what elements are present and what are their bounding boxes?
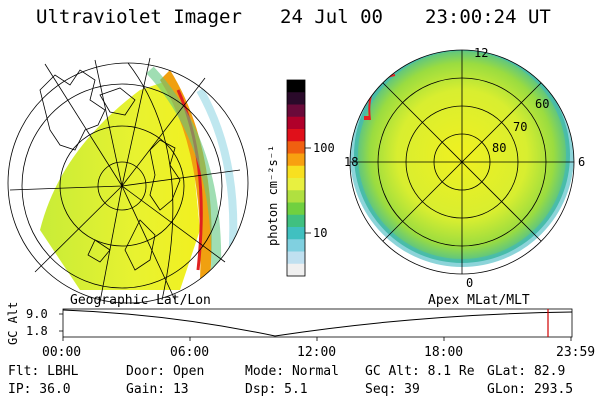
colorbar-segment [287, 202, 305, 216]
info-mode: Mode: Normal [245, 364, 339, 379]
colorbar-segment [287, 227, 305, 240]
mlt-label-18: 18 [344, 155, 359, 169]
instrument-title: Ultraviolet Imager [36, 6, 242, 28]
mlt-label-6: 6 [578, 155, 586, 169]
time-label: 23:00:24 UT [425, 6, 551, 28]
colorbar-segment [287, 239, 305, 252]
colorbar-segment [287, 190, 305, 203]
colorbar-segment [287, 263, 305, 277]
lat-label-70: 70 [513, 120, 528, 134]
info-seq: Seq: 39 [365, 382, 420, 397]
info-glon: GLon: 293.5 [487, 382, 574, 397]
timeline-xtick-2359: 23:59 [556, 345, 596, 360]
colorbar-tick-10: 10 [313, 226, 328, 240]
apex-polar-image [349, 49, 575, 275]
lat-label-60: 60 [535, 97, 550, 111]
colorbar [287, 80, 305, 277]
colorbar-segment [287, 214, 305, 228]
colorbar-frame [286, 79, 306, 277]
colorbar-segment [287, 129, 305, 142]
colorbar-segment [287, 165, 305, 179]
latlon-grid [9, 57, 241, 303]
colorbar-segment [287, 251, 305, 265]
colorbar-segment [287, 141, 305, 154]
colorbar-segment [287, 104, 305, 118]
timeline-axis-label: GC Alt [6, 301, 20, 345]
orbit-timeline [59, 308, 573, 341]
right-projection-label: Apex MLat/MLT [428, 293, 530, 308]
left-projection-label: Geographic Lat/Lon [70, 293, 211, 308]
info-dsp: Dsp: 5.1 [245, 382, 308, 397]
info-ip: IP: 36.0 [8, 382, 71, 397]
colorbar-segment [287, 153, 305, 167]
date-label: 24 Jul 00 [280, 6, 383, 28]
colorbar-segment [287, 116, 305, 130]
info-gc-alt: GC Alt: 8.1 Re [365, 364, 475, 379]
colorbar-segment [287, 80, 305, 93]
polar-grid [349, 49, 575, 275]
timeline-xtick-0600: 06:00 [170, 345, 210, 360]
info-filter: Flt: LBHL [8, 364, 79, 379]
timeline-xtick-1800: 18:00 [424, 345, 464, 360]
colorbar-tick-100: 100 [313, 141, 335, 155]
timeline-xtick-0000: 00:00 [42, 345, 82, 360]
mlt-label-0: 0 [466, 276, 474, 290]
timeline-ytick-1-8: 1.8 [26, 324, 48, 338]
colorbar-segment [287, 92, 305, 105]
colorbar-segment [287, 178, 305, 191]
colorbar-unit-label: photon cm⁻²s⁻¹ [266, 144, 280, 246]
info-glat: GLat: 82.9 [487, 364, 566, 379]
mlt-label-12: 12 [474, 46, 489, 60]
coastline-icon [39, 69, 181, 271]
timeline-xtick-1200: 12:00 [297, 345, 337, 360]
lat-label-80: 80 [492, 141, 507, 155]
info-door: Door: Open [126, 364, 205, 379]
timeline-ytick-9: 9.0 [26, 307, 48, 321]
info-gain: Gain: 13 [126, 382, 189, 397]
geographic-globe-image [7, 57, 249, 304]
